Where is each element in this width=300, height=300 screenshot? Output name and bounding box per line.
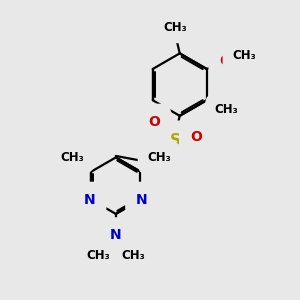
Text: CH₃: CH₃	[61, 151, 85, 164]
Text: CH₃: CH₃	[122, 249, 146, 262]
Text: H: H	[137, 148, 147, 162]
Text: O: O	[148, 115, 160, 129]
Text: O: O	[220, 54, 231, 68]
Text: CH₃: CH₃	[86, 249, 110, 262]
Text: CH₃: CH₃	[232, 49, 256, 62]
Text: N: N	[84, 193, 95, 207]
Text: S: S	[170, 133, 181, 148]
Text: N: N	[136, 193, 148, 207]
Text: N: N	[110, 228, 122, 242]
Text: CH₃: CH₃	[164, 21, 187, 34]
Text: CH₃: CH₃	[147, 151, 171, 164]
Text: O: O	[190, 130, 202, 144]
Text: CH₃: CH₃	[215, 103, 238, 116]
Text: N: N	[149, 150, 161, 164]
